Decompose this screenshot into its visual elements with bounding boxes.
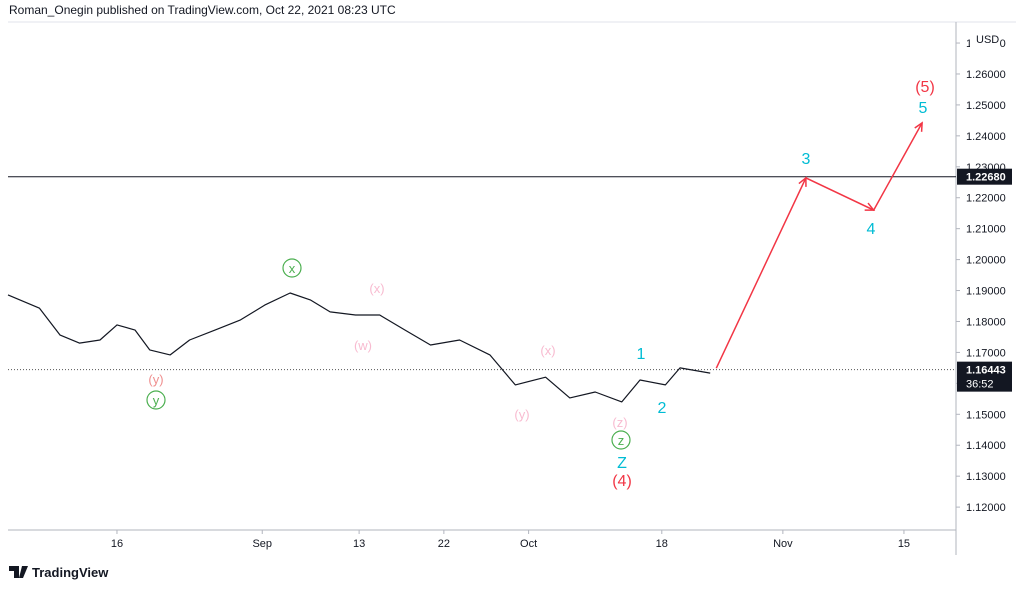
publisher-caption: Roman_Onegin published on TradingView.co… <box>9 3 396 17</box>
wave-label: Z <box>617 455 627 472</box>
countdown-label: 36:52 <box>966 379 994 391</box>
wave-label: (5) <box>915 79 935 96</box>
x-tick-label: 16 <box>111 538 123 550</box>
projection-path <box>715 122 923 369</box>
wave-label: 3 <box>802 151 811 168</box>
currency-box <box>970 30 1000 48</box>
wave-label: (x) <box>540 343 555 358</box>
wave-label: 1 <box>637 346 646 363</box>
y-tick-label: 1.25000 <box>966 100 1006 112</box>
x-tick-label: 13 <box>353 538 365 550</box>
wave-circle <box>146 390 166 410</box>
y-tick-label: 1.13000 <box>966 471 1006 483</box>
y-tick-label: 1.15000 <box>966 409 1006 421</box>
y-tick-label: 1.20000 <box>966 255 1006 267</box>
level-price-box <box>957 168 1012 185</box>
x-tick-label: 15 <box>898 538 910 550</box>
y-tick-label: 1.22000 <box>966 193 1006 205</box>
y-tick-label: 1.12000 <box>966 502 1006 514</box>
x-tick-label: Sep <box>252 538 272 550</box>
wave-label: (x) <box>369 281 384 296</box>
y-tick-label: 1.21000 <box>966 224 1006 236</box>
axes: 1.120001.130001.140001.150001.160001.170… <box>111 38 1012 550</box>
wave-label: y <box>153 393 160 408</box>
projection-arrowhead <box>798 176 807 187</box>
x-tick-label: 22 <box>438 538 450 550</box>
wave-label: 5 <box>919 100 928 117</box>
currency-label: USD <box>976 34 999 46</box>
wave-label: (y) <box>148 372 163 387</box>
wave-label: (y) <box>514 407 529 422</box>
y-tick-label: 1.17000 <box>966 347 1006 359</box>
x-tick-label: Nov <box>773 538 793 550</box>
y-tick-label: 1.14000 <box>966 440 1006 452</box>
projection-arrowhead <box>914 121 923 132</box>
x-tick-label: Oct <box>520 538 537 550</box>
brand-logo <box>9 566 28 578</box>
wave-label: (z) <box>612 415 627 430</box>
last-price-label: 1.16443 <box>966 365 1006 377</box>
brand-name: TradingView <box>32 565 109 580</box>
y-tick-label: 1.18000 <box>966 316 1006 328</box>
level-price-label: 1.22680 <box>966 172 1006 184</box>
wave-label: 2 <box>658 400 667 417</box>
x-tick-label: 18 <box>656 538 668 550</box>
wave-label: x <box>289 261 296 276</box>
wave-circle <box>282 258 302 278</box>
projection-arrowhead <box>864 202 876 211</box>
y-tick-label: 1.26000 <box>966 69 1006 81</box>
wave-circle <box>611 430 631 450</box>
wave-label: (w) <box>354 338 372 353</box>
price-line <box>7 292 711 403</box>
wave-label: 4 <box>867 221 876 238</box>
wave-label: z <box>618 433 625 448</box>
y-tick-label: 1.19000 <box>966 286 1006 298</box>
y-tick-label: 1.24000 <box>966 131 1006 143</box>
wave-label: (4) <box>612 473 632 490</box>
plot: (y) y x (x) (w) (x) (y) (z) zZ(4) 1 2 3 4 5 (5) <box>7 79 956 490</box>
last-price-box <box>957 361 1012 392</box>
